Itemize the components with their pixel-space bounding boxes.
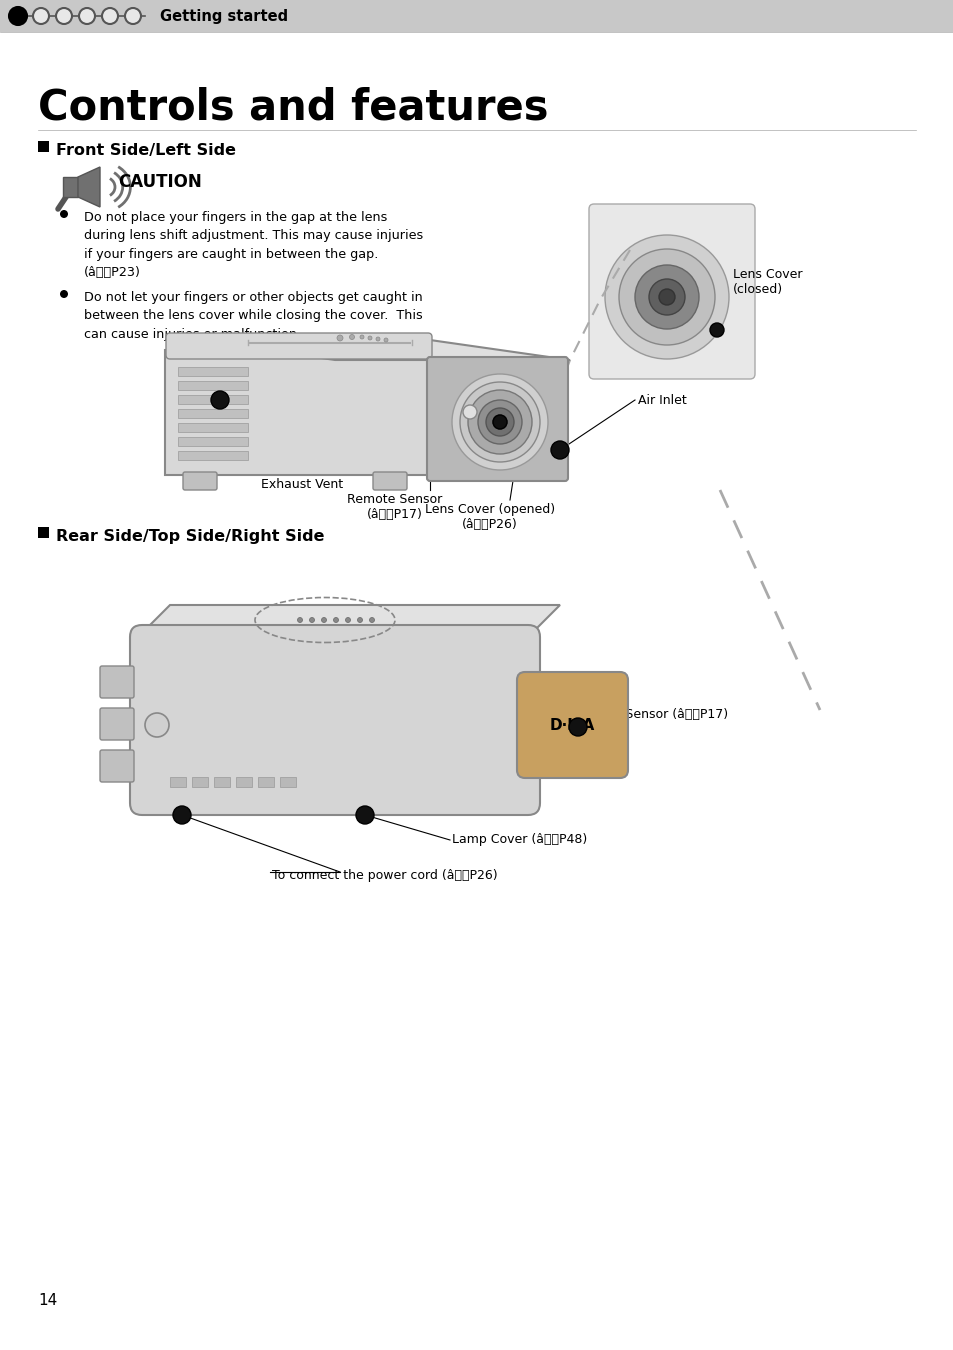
Circle shape: [60, 211, 68, 217]
Circle shape: [659, 289, 675, 305]
Circle shape: [604, 235, 728, 359]
Circle shape: [368, 336, 372, 340]
Polygon shape: [430, 350, 559, 478]
FancyBboxPatch shape: [183, 472, 216, 490]
Circle shape: [618, 248, 714, 346]
Circle shape: [9, 7, 27, 26]
Circle shape: [493, 414, 506, 429]
FancyBboxPatch shape: [588, 204, 754, 379]
Polygon shape: [165, 350, 430, 475]
Bar: [235, 778, 252, 787]
Circle shape: [297, 617, 302, 622]
Bar: [178, 396, 248, 404]
Circle shape: [477, 400, 521, 444]
Bar: [178, 381, 248, 390]
Text: Exhaust Vent: Exhaust Vent: [261, 478, 343, 491]
Circle shape: [635, 265, 699, 329]
Circle shape: [345, 617, 350, 622]
FancyBboxPatch shape: [130, 625, 539, 815]
FancyBboxPatch shape: [166, 333, 432, 359]
Circle shape: [357, 617, 362, 622]
Circle shape: [493, 414, 506, 429]
Bar: [178, 367, 248, 377]
Circle shape: [349, 335, 355, 339]
Bar: [178, 451, 248, 460]
Text: Controls and features: Controls and features: [38, 86, 548, 130]
Circle shape: [145, 713, 169, 737]
Bar: [178, 409, 248, 418]
FancyBboxPatch shape: [373, 472, 407, 490]
Circle shape: [709, 323, 723, 338]
Circle shape: [102, 8, 118, 24]
FancyBboxPatch shape: [100, 707, 133, 740]
FancyBboxPatch shape: [100, 666, 133, 698]
Circle shape: [485, 408, 514, 436]
Circle shape: [568, 718, 586, 736]
Text: Air Inlet: Air Inlet: [638, 393, 686, 406]
Circle shape: [462, 405, 476, 418]
Bar: [170, 778, 186, 787]
Circle shape: [56, 8, 71, 24]
Polygon shape: [140, 634, 530, 805]
Text: Lens Cover
(closed): Lens Cover (closed): [732, 269, 801, 296]
Text: Remote Sensor
(âP17): Remote Sensor (âP17): [347, 493, 442, 521]
Circle shape: [334, 617, 338, 622]
FancyBboxPatch shape: [517, 672, 627, 778]
Circle shape: [60, 290, 68, 298]
Polygon shape: [140, 605, 559, 634]
Text: Do not let your fingers or other objects get caught in
between the lens cover wh: Do not let your fingers or other objects…: [84, 292, 422, 342]
Circle shape: [355, 806, 374, 824]
Text: Getting started: Getting started: [160, 8, 288, 23]
Text: Lens Cover (opened)
(âP26): Lens Cover (opened) (âP26): [424, 504, 555, 531]
Bar: [213, 778, 230, 787]
Bar: [257, 778, 274, 787]
Bar: [192, 778, 208, 787]
Circle shape: [468, 390, 532, 454]
Circle shape: [359, 335, 364, 339]
Bar: [38, 526, 49, 539]
Circle shape: [172, 806, 191, 824]
Bar: [178, 437, 248, 446]
FancyBboxPatch shape: [100, 751, 133, 782]
Polygon shape: [63, 177, 78, 197]
Bar: [280, 778, 295, 787]
Circle shape: [648, 279, 684, 315]
Circle shape: [369, 617, 375, 622]
Circle shape: [384, 338, 388, 342]
Text: CAUTION: CAUTION: [118, 173, 201, 190]
Bar: [38, 140, 49, 153]
Circle shape: [79, 8, 95, 24]
Circle shape: [321, 617, 326, 622]
Text: Front Side/Left Side: Front Side/Left Side: [56, 143, 235, 158]
Text: To connect the power cord (âP26): To connect the power cord (âP26): [272, 868, 497, 882]
Circle shape: [309, 617, 314, 622]
Text: D·ILA: D·ILA: [549, 717, 594, 733]
Bar: [0, 0, 953, 32]
Circle shape: [33, 8, 49, 24]
Polygon shape: [200, 340, 569, 360]
Circle shape: [211, 392, 229, 409]
Text: Do not place your fingers in the gap at the lens
during lens shift adjustment. T: Do not place your fingers in the gap at …: [84, 211, 423, 279]
Bar: [178, 423, 248, 432]
Text: 14: 14: [38, 1293, 57, 1308]
Circle shape: [336, 335, 343, 342]
Circle shape: [125, 8, 141, 24]
Circle shape: [459, 382, 539, 462]
Text: Rear Side/Top Side/Right Side: Rear Side/Top Side/Right Side: [56, 529, 324, 544]
Circle shape: [375, 338, 379, 342]
Circle shape: [551, 441, 568, 459]
Polygon shape: [78, 167, 100, 207]
Circle shape: [452, 374, 547, 470]
FancyBboxPatch shape: [427, 356, 567, 481]
Text: Lamp Cover (âP48): Lamp Cover (âP48): [452, 833, 587, 846]
Text: Remote Sensor (âP17): Remote Sensor (âP17): [573, 709, 727, 721]
